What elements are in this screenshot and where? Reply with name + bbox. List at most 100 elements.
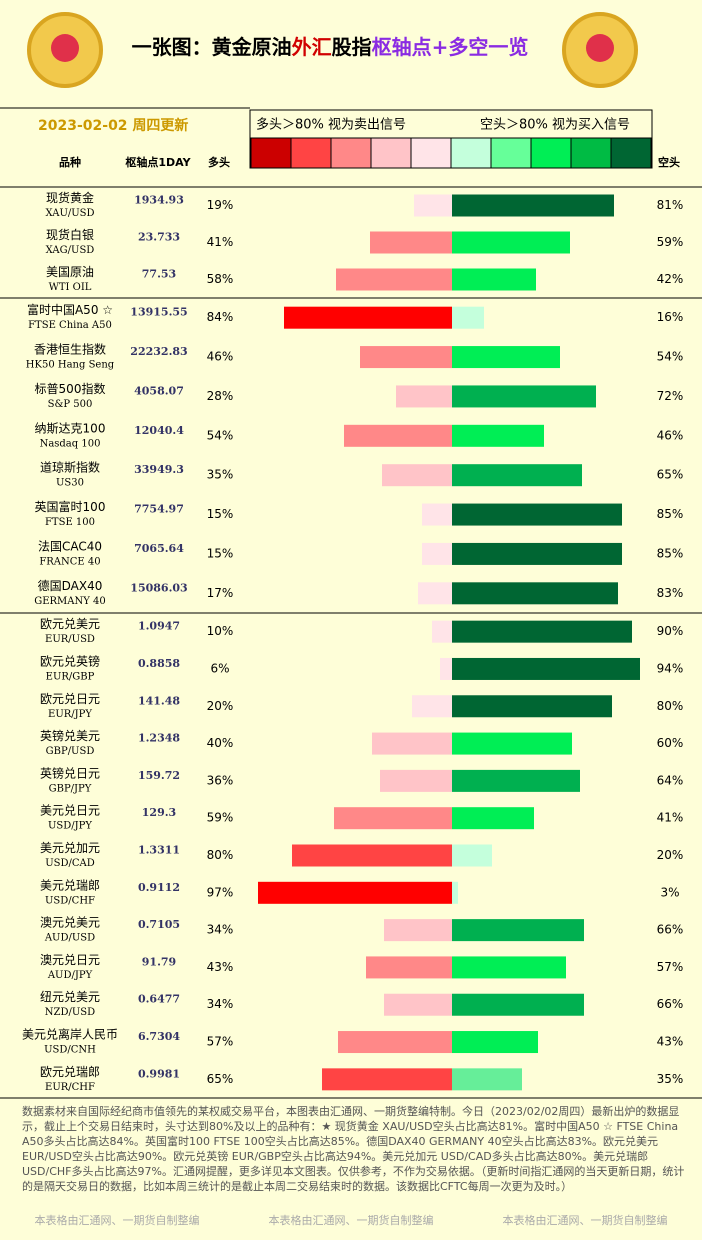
name: 美元兑离岸人民币	[22, 1027, 118, 1042]
pivot: 22232.83	[130, 345, 187, 358]
short-pct: 59%	[657, 235, 684, 249]
code: GBP/JPY	[49, 783, 92, 794]
long-pct: 10%	[207, 624, 234, 638]
logo-flower	[51, 34, 79, 62]
pivot: 12040.4	[134, 424, 184, 437]
long-bar	[396, 385, 452, 408]
short-bar	[452, 695, 612, 718]
long-bar	[432, 620, 452, 643]
legend-swatch	[370, 137, 412, 169]
name: 美元兑瑞郎	[40, 878, 100, 892]
short-bar	[452, 732, 572, 755]
short-bar	[452, 582, 618, 605]
short-pct: 80%	[657, 699, 684, 713]
pivot: 1934.93	[134, 194, 184, 207]
long-bar	[284, 306, 452, 329]
pivot: 15086.03	[130, 581, 187, 594]
legend-swatch	[490, 137, 532, 169]
long-bar	[380, 769, 452, 792]
pivot: 0.7105	[138, 918, 180, 931]
long-pct: 34%	[207, 997, 234, 1011]
long-bar	[382, 464, 452, 487]
name: 纽元兑美元	[40, 990, 100, 1004]
title-part: 外汇	[292, 35, 332, 59]
long-pct: 41%	[207, 235, 234, 249]
long-pct: 58%	[207, 272, 234, 286]
name: 欧元兑英镑	[40, 653, 100, 668]
long-pct: 36%	[207, 773, 234, 787]
short-bar	[452, 769, 580, 792]
code: WTI OIL	[49, 282, 92, 293]
short-pct: 16%	[657, 310, 684, 324]
pivot: 0.8858	[138, 657, 180, 670]
short-pct: 43%	[657, 1035, 684, 1049]
long-bar	[372, 732, 452, 755]
code: NZD/USD	[45, 1007, 95, 1018]
pivot: 6.7304	[138, 1030, 180, 1043]
name: 美国原油	[46, 265, 94, 279]
long-pct: 54%	[207, 428, 234, 442]
code: HK50 Hang Seng	[26, 360, 115, 371]
short-pct: 66%	[657, 997, 684, 1011]
short-bar	[452, 657, 640, 680]
name: 德国DAX40	[38, 578, 103, 593]
short-pct: 60%	[657, 736, 684, 750]
legend-swatch	[450, 137, 492, 169]
date: 2023-02-02 周四更新	[38, 117, 188, 134]
watermark: 本表格由汇通网、一期货自制整编	[34, 1214, 200, 1227]
code: FTSE China A50	[28, 320, 112, 331]
legend-swatch	[330, 137, 372, 169]
long-bar	[440, 657, 452, 680]
short-pct: 65%	[657, 468, 684, 482]
code: GBP/USD	[46, 746, 95, 757]
short-pct: 3%	[660, 885, 679, 899]
long-bar	[422, 542, 452, 565]
pivot: 1.2348	[138, 732, 180, 745]
legend-swatch	[610, 137, 652, 169]
long-pct: 35%	[207, 468, 234, 482]
pivot: 23.733	[138, 231, 180, 244]
short-bar	[452, 194, 614, 217]
short-pct: 81%	[657, 198, 684, 212]
long-pct: 46%	[207, 350, 234, 364]
legend-short: 空头＞80% 视为买入信号	[480, 118, 630, 133]
long-bar	[422, 503, 452, 526]
pivot: 159.72	[138, 769, 180, 782]
long-pct: 65%	[207, 1072, 234, 1086]
pivot: 77.53	[142, 268, 176, 281]
name: 英镑兑美元	[40, 728, 100, 743]
code: Nasdaq 100	[40, 438, 101, 449]
long-pct: 84%	[207, 310, 234, 324]
chart: 一张图：黄金原油外汇股指枢轴点+多空一览 2023-02-02 周四更新 多头＞…	[0, 12, 702, 1099]
long-pct: 17%	[207, 586, 234, 600]
short-pct: 94%	[657, 661, 684, 675]
short-pct: 46%	[657, 428, 684, 442]
long-pct: 15%	[207, 546, 234, 560]
legend-swatch	[290, 137, 332, 169]
code: EUR/CHF	[45, 1082, 95, 1093]
code: USD/CNH	[44, 1045, 96, 1056]
short-pct: 35%	[657, 1072, 684, 1086]
short-pct: 83%	[657, 586, 684, 600]
short-pct: 41%	[657, 811, 684, 825]
name: 美元兑日元	[40, 804, 100, 818]
col-header: 枢轴点1DAY	[125, 155, 191, 169]
col-header: 空头	[658, 155, 680, 169]
name: 现货黄金	[46, 190, 94, 205]
code: EUR/GBP	[46, 671, 95, 682]
short-pct: 42%	[657, 272, 684, 286]
long-bar	[412, 695, 452, 718]
long-bar	[360, 346, 452, 369]
name: 英镑兑日元	[40, 765, 100, 780]
short-bar	[452, 268, 536, 291]
short-bar	[452, 844, 492, 867]
name: 道琼斯指数	[40, 460, 100, 475]
long-bar	[322, 1068, 452, 1091]
title: 一张图：黄金原油外汇股指枢轴点+多空一览	[132, 35, 529, 59]
long-bar	[414, 194, 452, 217]
short-bar	[452, 1068, 522, 1091]
code: XAG/USD	[46, 245, 95, 256]
name: 现货白银	[46, 227, 94, 242]
name: 澳元兑美元	[40, 916, 100, 930]
short-bar	[452, 620, 632, 643]
